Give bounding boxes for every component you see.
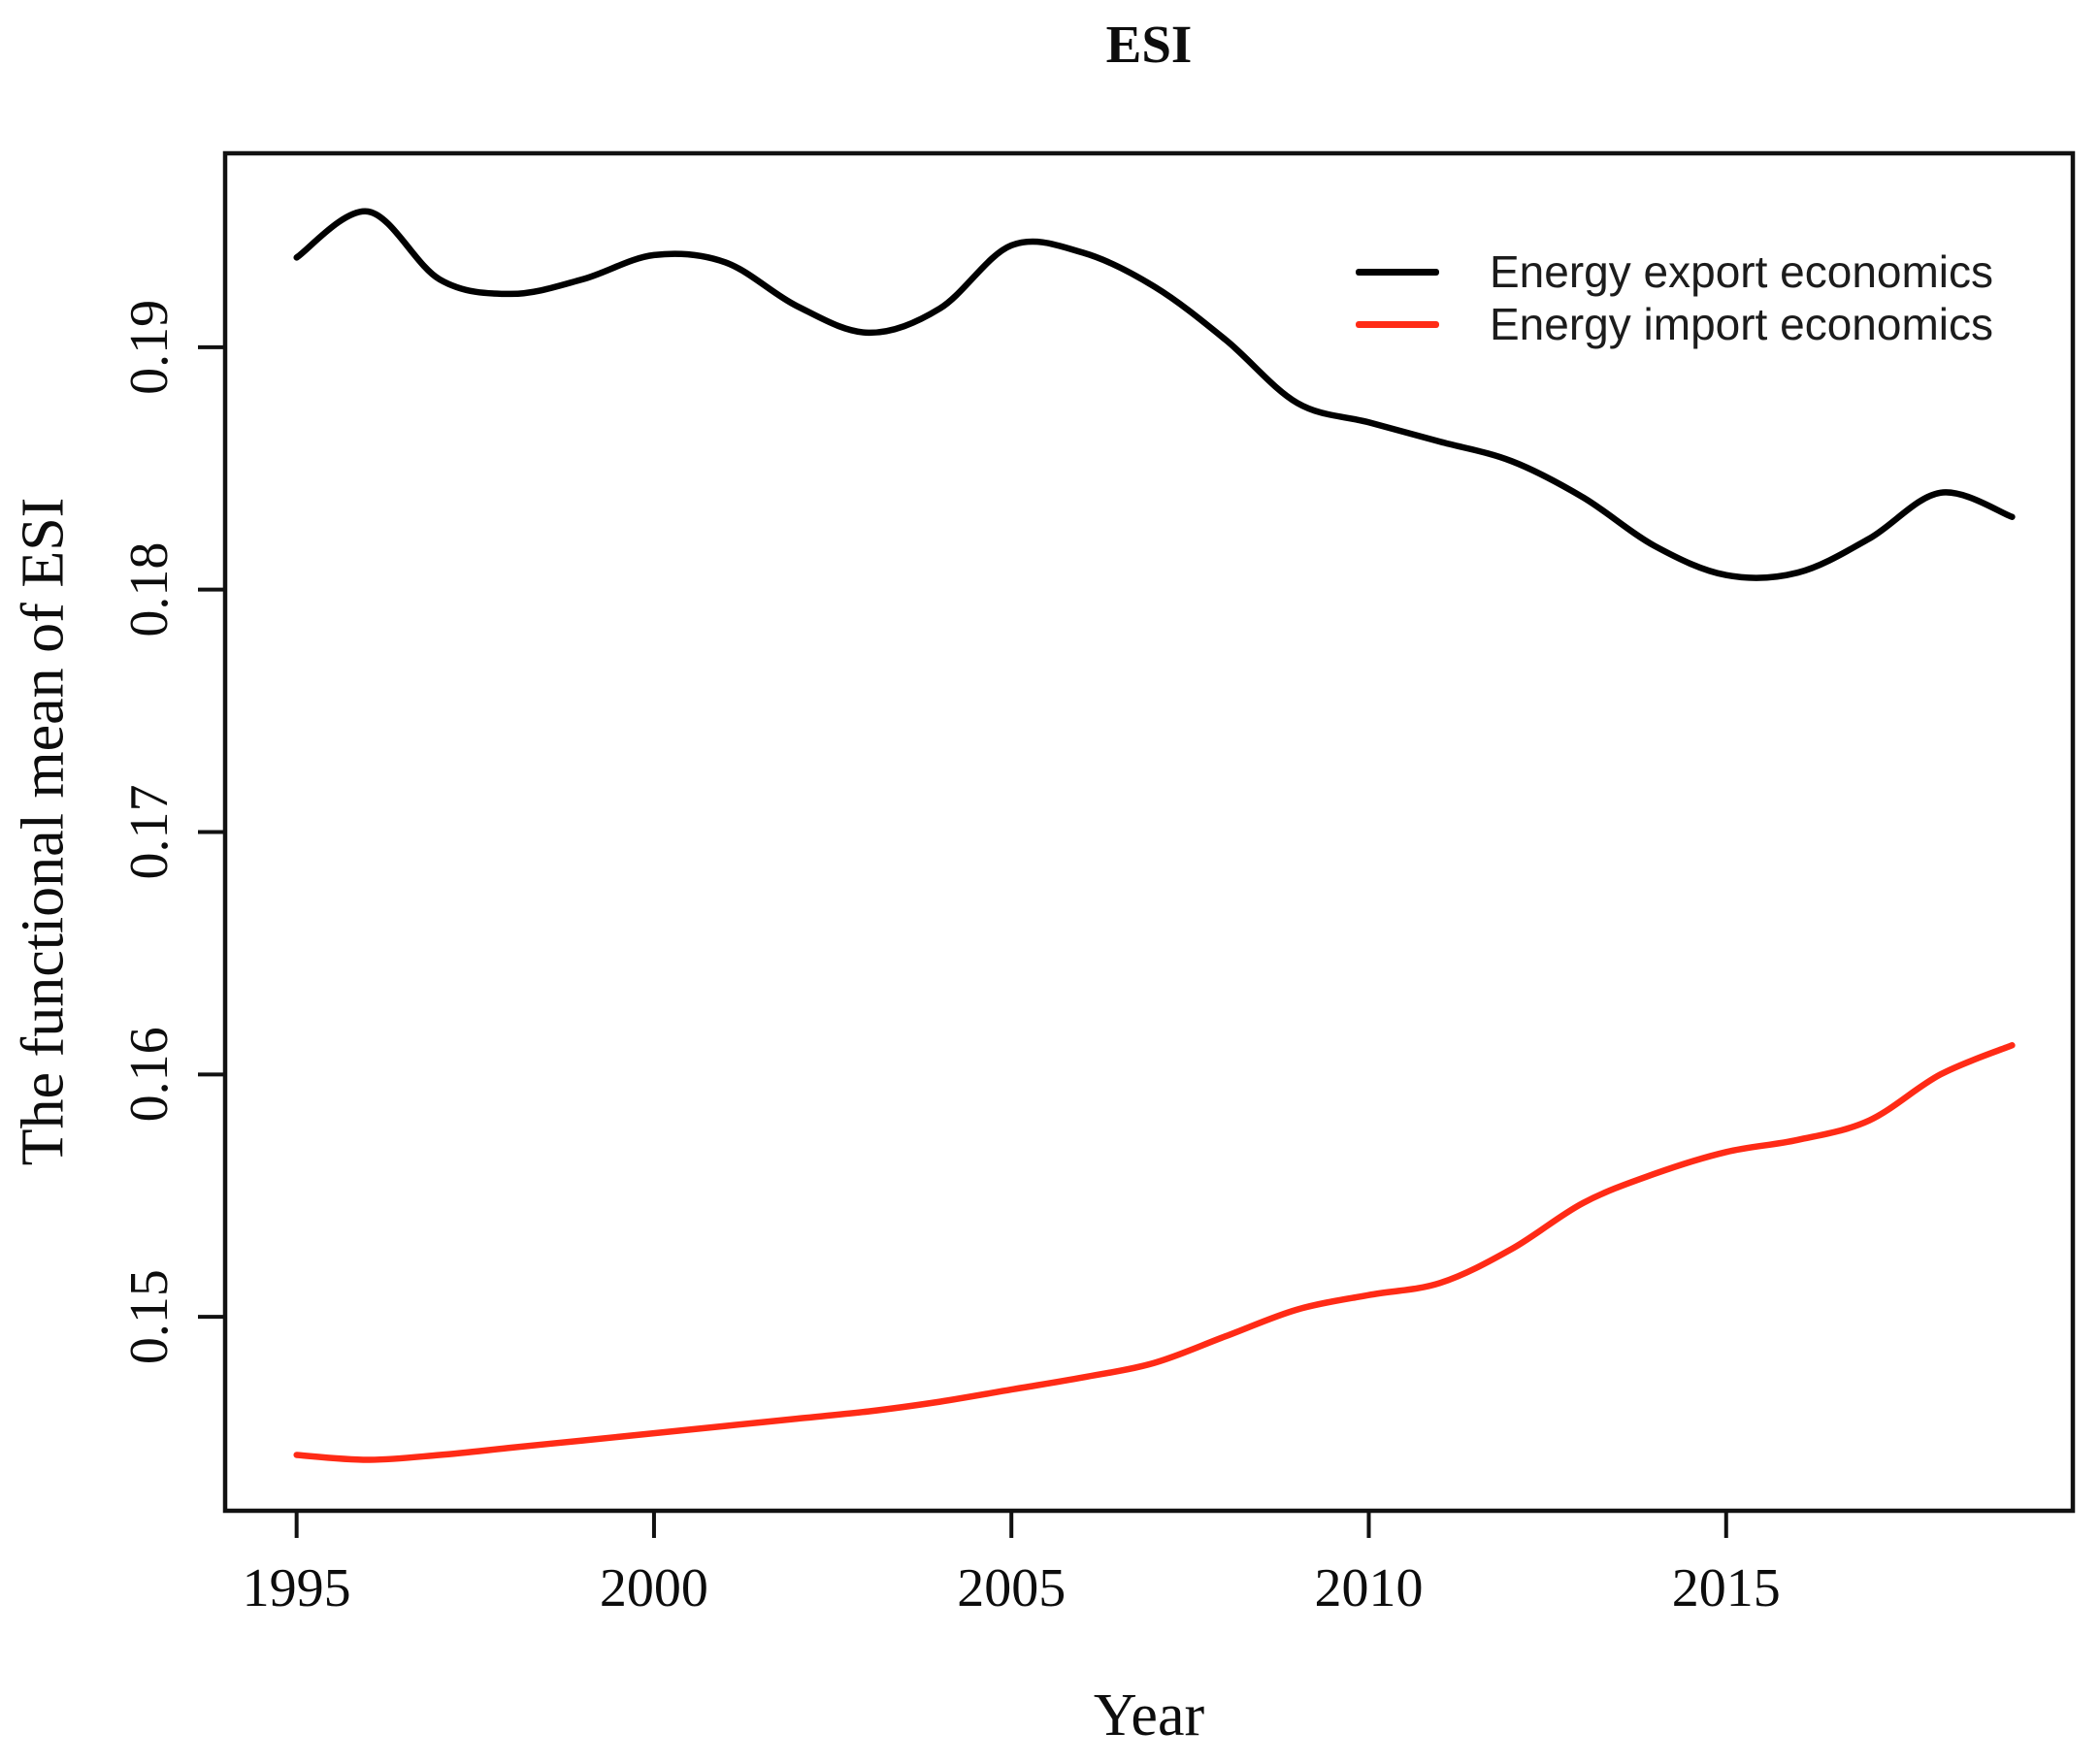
x-axis-title: Year bbox=[1093, 1682, 1205, 1748]
chart-title: ESI bbox=[1105, 15, 1193, 74]
legend-label-import: Energy import economics bbox=[1490, 299, 1993, 349]
y-axis-title: The functional mean of ESI bbox=[10, 497, 77, 1166]
import-series-line bbox=[293, 1042, 2016, 1463]
x-tick-label: 2005 bbox=[957, 1558, 1066, 1618]
legend-item-export: Energy export economics bbox=[1356, 245, 1993, 298]
x-tick-label: 2000 bbox=[600, 1558, 708, 1618]
export-series-line bbox=[293, 208, 2016, 581]
y-tick-label: 0.17 bbox=[119, 785, 180, 880]
x-tick-label: 2015 bbox=[1672, 1558, 1781, 1618]
y-tick-label: 0.16 bbox=[119, 1027, 180, 1122]
y-tick-label: 0.15 bbox=[119, 1269, 180, 1364]
legend-line-import-swatch bbox=[1356, 320, 1439, 328]
x-tick-label: 1995 bbox=[243, 1558, 351, 1618]
plot-box bbox=[222, 150, 2076, 1514]
legend-line-export-swatch bbox=[1356, 268, 1439, 276]
y-tick-label: 0.18 bbox=[119, 542, 180, 637]
x-tick-label: 2010 bbox=[1314, 1558, 1423, 1618]
legend: Energy export economics Energy import ec… bbox=[1356, 245, 1993, 350]
legend-label-export: Energy export economics bbox=[1490, 246, 1994, 297]
legend-item-import: Energy import economics bbox=[1356, 298, 1993, 350]
y-tick-label: 0.19 bbox=[119, 300, 180, 395]
